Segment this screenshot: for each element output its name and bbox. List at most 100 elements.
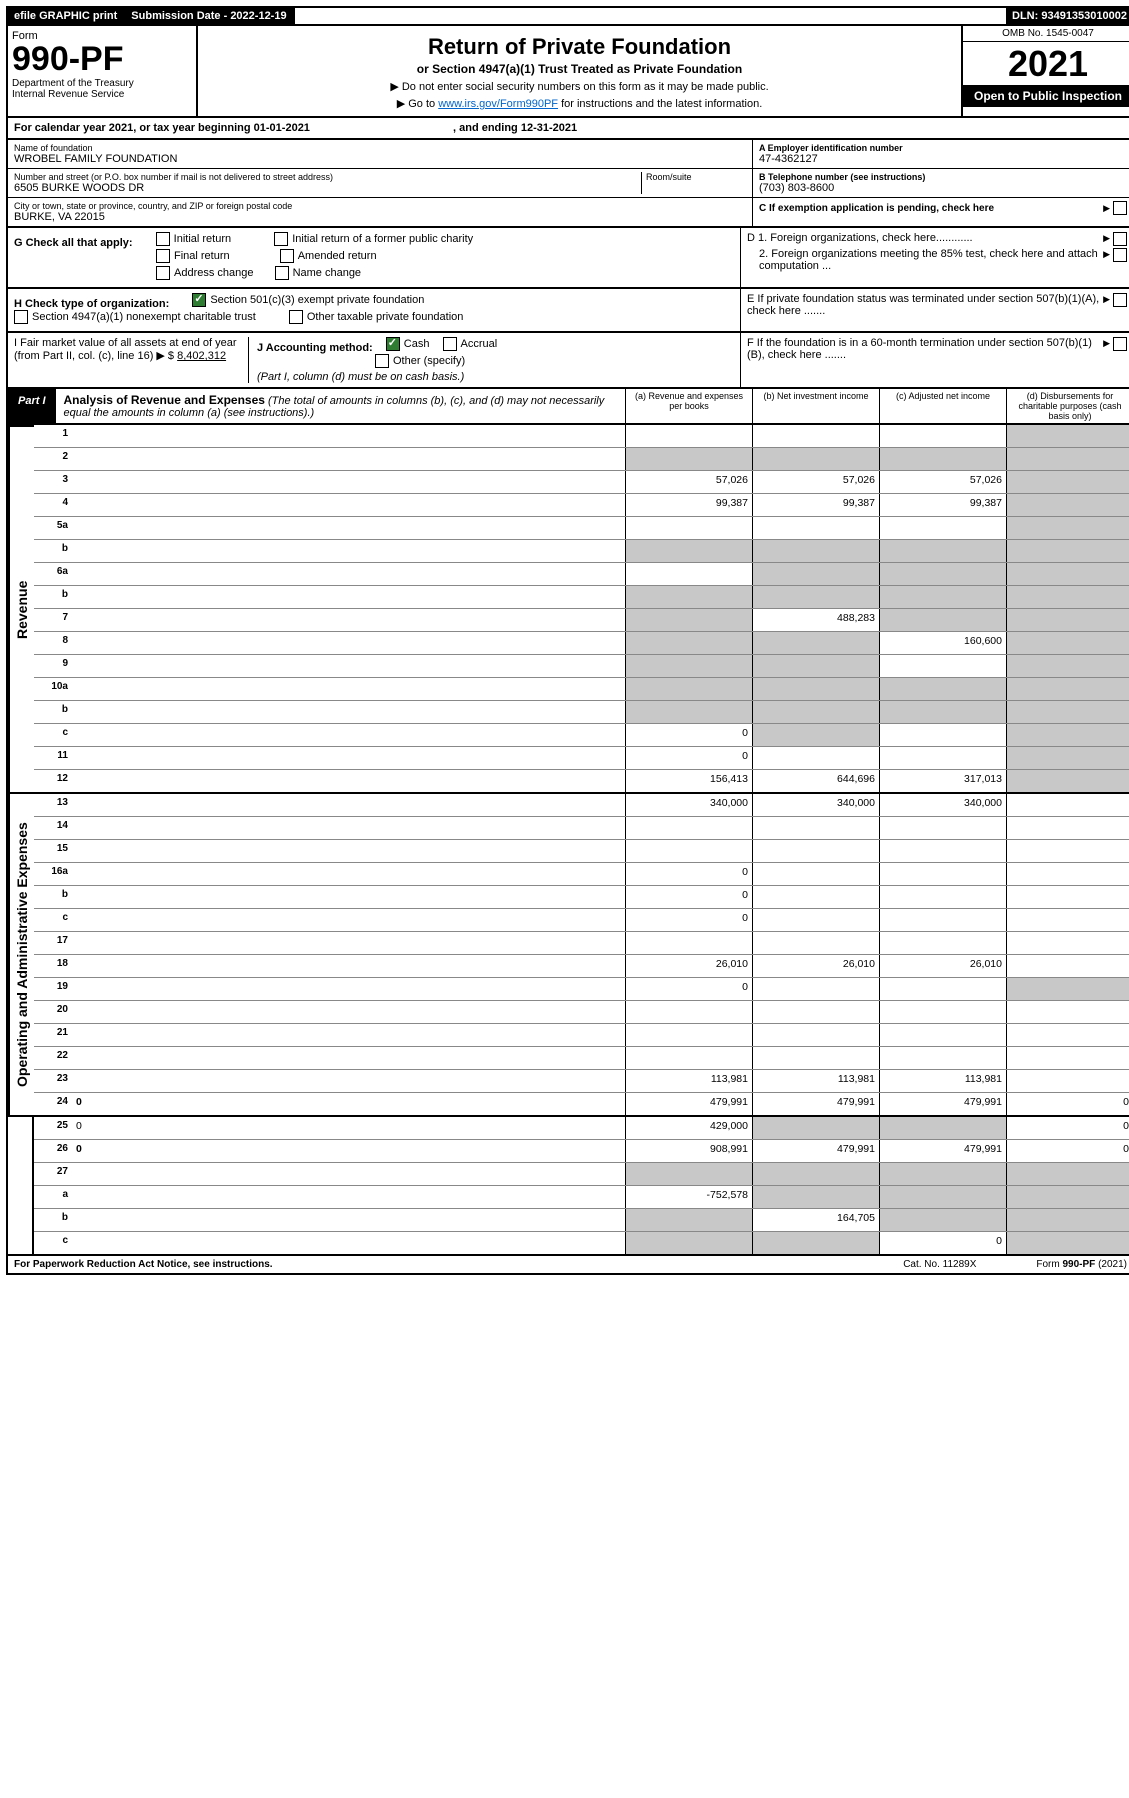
value-cell-c: 479,991 (879, 1093, 1006, 1115)
value-cell-c: 26,010 (879, 955, 1006, 977)
value-cell-b (752, 586, 879, 608)
table-row: 110 (34, 747, 1129, 770)
col-d-header: (d) Disbursements for charitable purpose… (1006, 389, 1129, 423)
value-cell-c (879, 1047, 1006, 1069)
value-cell-a (625, 448, 752, 470)
tax-year: 2021 (963, 42, 1129, 85)
table-row: 260908,991479,991479,9910 (34, 1140, 1129, 1163)
value-cell-b (752, 1186, 879, 1208)
form-header: Form 990-PF Department of the Treasury I… (6, 26, 1129, 118)
table-row: 14 (34, 817, 1129, 840)
h-501c3-checkbox[interactable] (192, 293, 206, 307)
value-cell-b (752, 678, 879, 700)
table-row: 13340,000340,000340,000 (34, 794, 1129, 817)
j-other-checkbox[interactable] (375, 354, 389, 368)
main-table: Revenue 12357,02657,02657,026499,38799,3… (6, 425, 1129, 794)
exemption-cell: C If exemption application is pending, c… (753, 198, 1129, 218)
value-cell-c (879, 863, 1006, 885)
line-description (72, 886, 625, 908)
form-title: Return of Private Foundation (204, 34, 955, 60)
j-opt-1: Cash (404, 338, 430, 350)
value-cell-a (625, 563, 752, 585)
g-address-checkbox[interactable] (156, 266, 170, 280)
table-row: b164,705 (34, 1209, 1129, 1232)
phone-cell: B Telephone number (see instructions) (7… (753, 169, 1129, 198)
table-row: 15 (34, 840, 1129, 863)
line-description (72, 425, 625, 447)
j-accrual-checkbox[interactable] (443, 337, 457, 351)
table-row: b (34, 586, 1129, 609)
value-cell-c (879, 724, 1006, 746)
line-number: 21 (34, 1024, 72, 1046)
value-cell-a (625, 540, 752, 562)
value-cell-d (1006, 517, 1129, 539)
j-cash-checkbox[interactable] (386, 337, 400, 351)
line-description (72, 471, 625, 493)
value-cell-d (1006, 1047, 1129, 1069)
info-right: A Employer identification number 47-4362… (752, 140, 1129, 226)
value-cell-d (1006, 770, 1129, 792)
value-cell-c (879, 586, 1006, 608)
value-cell-c: 99,387 (879, 494, 1006, 516)
table-row: 17 (34, 932, 1129, 955)
g-name-checkbox[interactable] (275, 266, 289, 280)
line-description (72, 932, 625, 954)
c-checkbox[interactable] (1113, 201, 1127, 215)
d2-checkbox[interactable] (1113, 248, 1127, 262)
city-label: City or town, state or province, country… (14, 201, 746, 211)
value-cell-d: 0 (1006, 1093, 1129, 1115)
value-cell-b: 113,981 (752, 1070, 879, 1092)
line-number: 23 (34, 1070, 72, 1092)
value-cell-b (752, 863, 879, 885)
g-final-checkbox[interactable] (156, 249, 170, 263)
value-cell-b (752, 655, 879, 677)
h-other-checkbox[interactable] (289, 310, 303, 324)
part1-title: Analysis of Revenue and Expenses (64, 393, 265, 407)
value-cell-a: 113,981 (625, 1070, 752, 1092)
line-number: 20 (34, 1001, 72, 1023)
e-checkbox[interactable] (1113, 293, 1127, 307)
h-4947-checkbox[interactable] (14, 310, 28, 324)
value-cell-c (879, 1001, 1006, 1023)
table-row: 5a (34, 517, 1129, 540)
room-label: Room/suite (646, 172, 746, 182)
value-cell-d (1006, 1163, 1129, 1185)
f-checkbox[interactable] (1113, 337, 1127, 351)
value-cell-c (879, 563, 1006, 585)
value-cell-c (879, 817, 1006, 839)
line-number: 19 (34, 978, 72, 1000)
value-cell-c (879, 448, 1006, 470)
g-former-checkbox[interactable] (274, 232, 288, 246)
table-row: 22 (34, 1047, 1129, 1070)
g-amended-checkbox[interactable] (280, 249, 294, 263)
line-description (72, 655, 625, 677)
line-description (72, 909, 625, 931)
value-cell-d (1006, 1024, 1129, 1046)
value-cell-a (625, 932, 752, 954)
form-link[interactable]: www.irs.gov/Form990PF (438, 98, 558, 110)
d2-label: 2. Foreign organizations meeting the 85%… (747, 248, 1103, 272)
line-description (72, 609, 625, 631)
line-number: 16a (34, 863, 72, 885)
part1-header: Part I Analysis of Revenue and Expenses … (6, 389, 1129, 425)
line-number: 13 (34, 794, 72, 816)
table-row: a-752,578 (34, 1186, 1129, 1209)
d1-checkbox[interactable] (1113, 232, 1127, 246)
value-cell-d (1006, 840, 1129, 862)
line-number: 17 (34, 932, 72, 954)
line-number: 15 (34, 840, 72, 862)
g-initial-checkbox[interactable] (156, 232, 170, 246)
line-description (72, 747, 625, 769)
value-cell-a (625, 425, 752, 447)
d-cell: D 1. Foreign organizations, check here..… (741, 228, 1129, 287)
arrow-icon (1103, 232, 1113, 246)
value-cell-d (1006, 886, 1129, 908)
value-cell-b (752, 840, 879, 862)
name-value: WROBEL FAMILY FOUNDATION (14, 153, 746, 165)
g-opt-1: Final return (174, 250, 230, 262)
value-cell-a: 340,000 (625, 794, 752, 816)
value-cell-c (879, 425, 1006, 447)
table-row: 8160,600 (34, 632, 1129, 655)
value-cell-c (879, 540, 1006, 562)
line-description: 0 (72, 1093, 625, 1115)
